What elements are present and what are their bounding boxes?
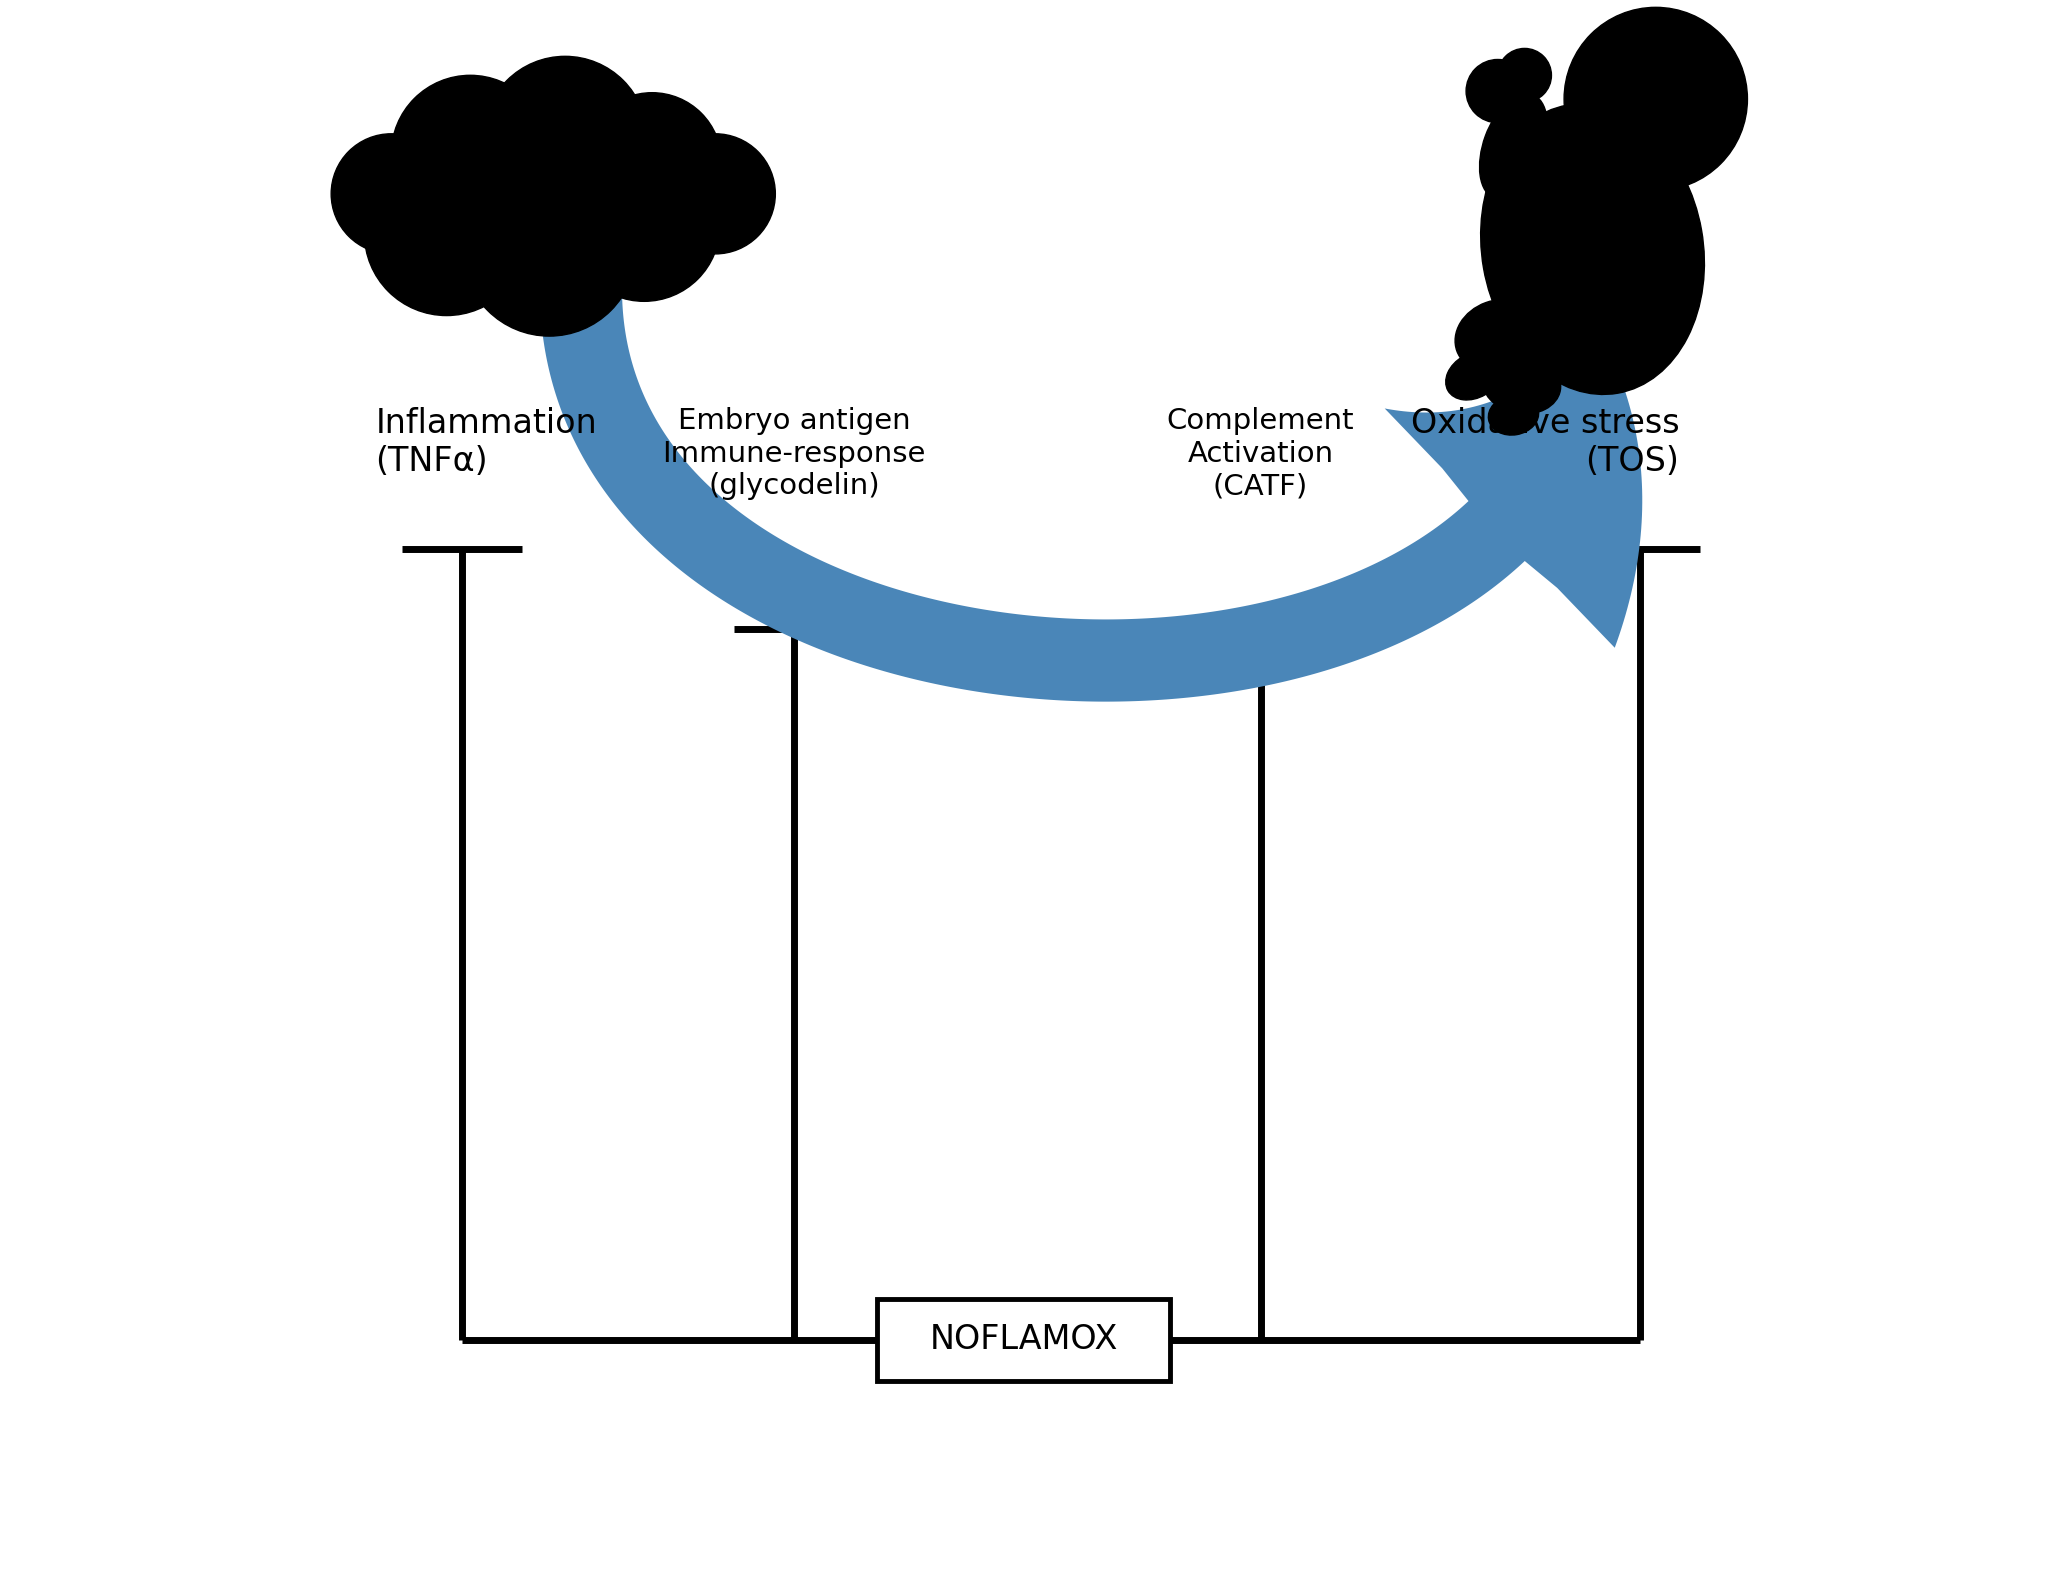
- Ellipse shape: [1480, 103, 1705, 394]
- Text: Inflammation
(TNFα): Inflammation (TNFα): [375, 407, 598, 478]
- Circle shape: [1498, 48, 1552, 102]
- Circle shape: [483, 56, 647, 221]
- Circle shape: [391, 75, 549, 234]
- Ellipse shape: [1480, 94, 1548, 199]
- Circle shape: [463, 162, 637, 337]
- Circle shape: [1466, 59, 1529, 122]
- Polygon shape: [540, 289, 1642, 702]
- Circle shape: [1564, 8, 1748, 191]
- Text: NOFLAMOX: NOFLAMOX: [929, 1324, 1118, 1357]
- Bar: [878, 1298, 1169, 1381]
- Ellipse shape: [1488, 396, 1539, 435]
- Text: Oxidative stress
(TOS): Oxidative stress (TOS): [1410, 407, 1679, 478]
- Circle shape: [583, 92, 723, 232]
- Ellipse shape: [1455, 300, 1539, 373]
- Circle shape: [364, 151, 528, 316]
- Ellipse shape: [1445, 351, 1502, 400]
- Circle shape: [655, 133, 776, 254]
- Text: Embryo antigen
Immune-response
(glycodelin): Embryo antigen Immune-response (glycodel…: [663, 407, 925, 501]
- Ellipse shape: [1482, 353, 1560, 413]
- Circle shape: [332, 133, 450, 254]
- Text: Complement
Activation
(CATF): Complement Activation (CATF): [1167, 407, 1355, 501]
- Circle shape: [569, 149, 721, 302]
